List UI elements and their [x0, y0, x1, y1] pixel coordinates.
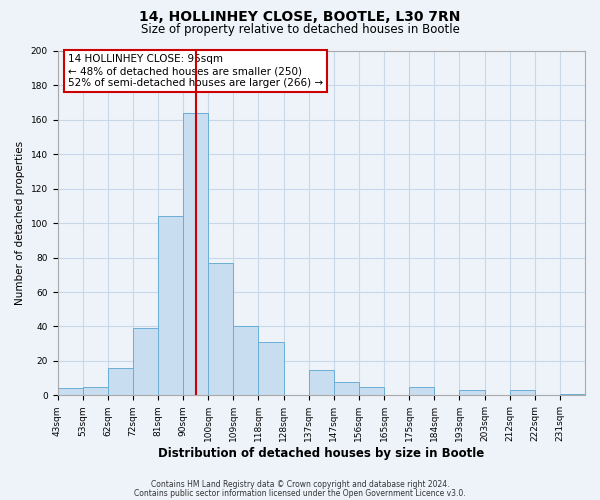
- Bar: [58, 388, 83, 396]
- Bar: [309, 370, 334, 396]
- Bar: [509, 390, 535, 396]
- Bar: [460, 390, 485, 396]
- Bar: [183, 113, 208, 396]
- Y-axis label: Number of detached properties: Number of detached properties: [15, 141, 25, 305]
- Bar: [208, 263, 233, 396]
- X-axis label: Distribution of detached houses by size in Bootle: Distribution of detached houses by size …: [158, 447, 484, 460]
- Bar: [560, 394, 585, 396]
- Text: 14, HOLLINHEY CLOSE, BOOTLE, L30 7RN: 14, HOLLINHEY CLOSE, BOOTLE, L30 7RN: [139, 10, 461, 24]
- Bar: [409, 386, 434, 396]
- Bar: [334, 382, 359, 396]
- Bar: [133, 328, 158, 396]
- Bar: [108, 368, 133, 396]
- Text: 14 HOLLINHEY CLOSE: 95sqm
← 48% of detached houses are smaller (250)
52% of semi: 14 HOLLINHEY CLOSE: 95sqm ← 48% of detac…: [68, 54, 323, 88]
- Bar: [158, 216, 183, 396]
- Bar: [359, 386, 384, 396]
- Bar: [259, 342, 284, 396]
- Text: Contains HM Land Registry data © Crown copyright and database right 2024.: Contains HM Land Registry data © Crown c…: [151, 480, 449, 489]
- Bar: [83, 386, 108, 396]
- Text: Size of property relative to detached houses in Bootle: Size of property relative to detached ho…: [140, 22, 460, 36]
- Bar: [233, 326, 259, 396]
- Text: Contains public sector information licensed under the Open Government Licence v3: Contains public sector information licen…: [134, 488, 466, 498]
